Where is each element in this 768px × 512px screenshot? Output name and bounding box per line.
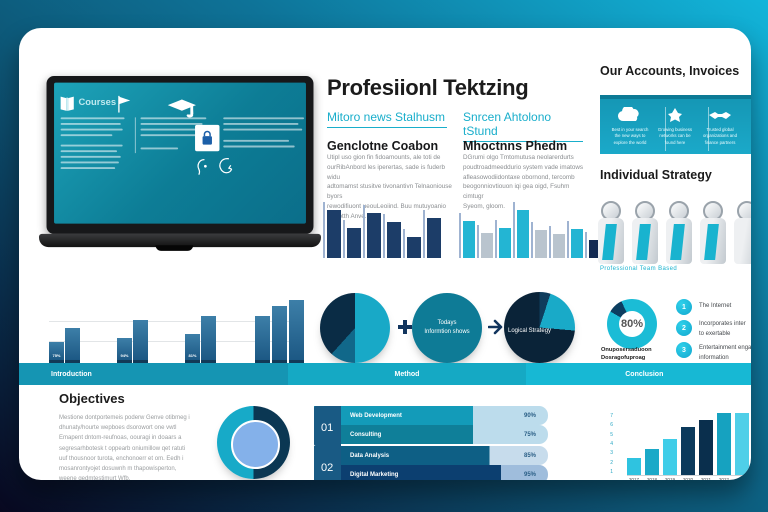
svg-text:02: 02 [321,462,333,473]
svg-text:01: 01 [321,422,333,433]
